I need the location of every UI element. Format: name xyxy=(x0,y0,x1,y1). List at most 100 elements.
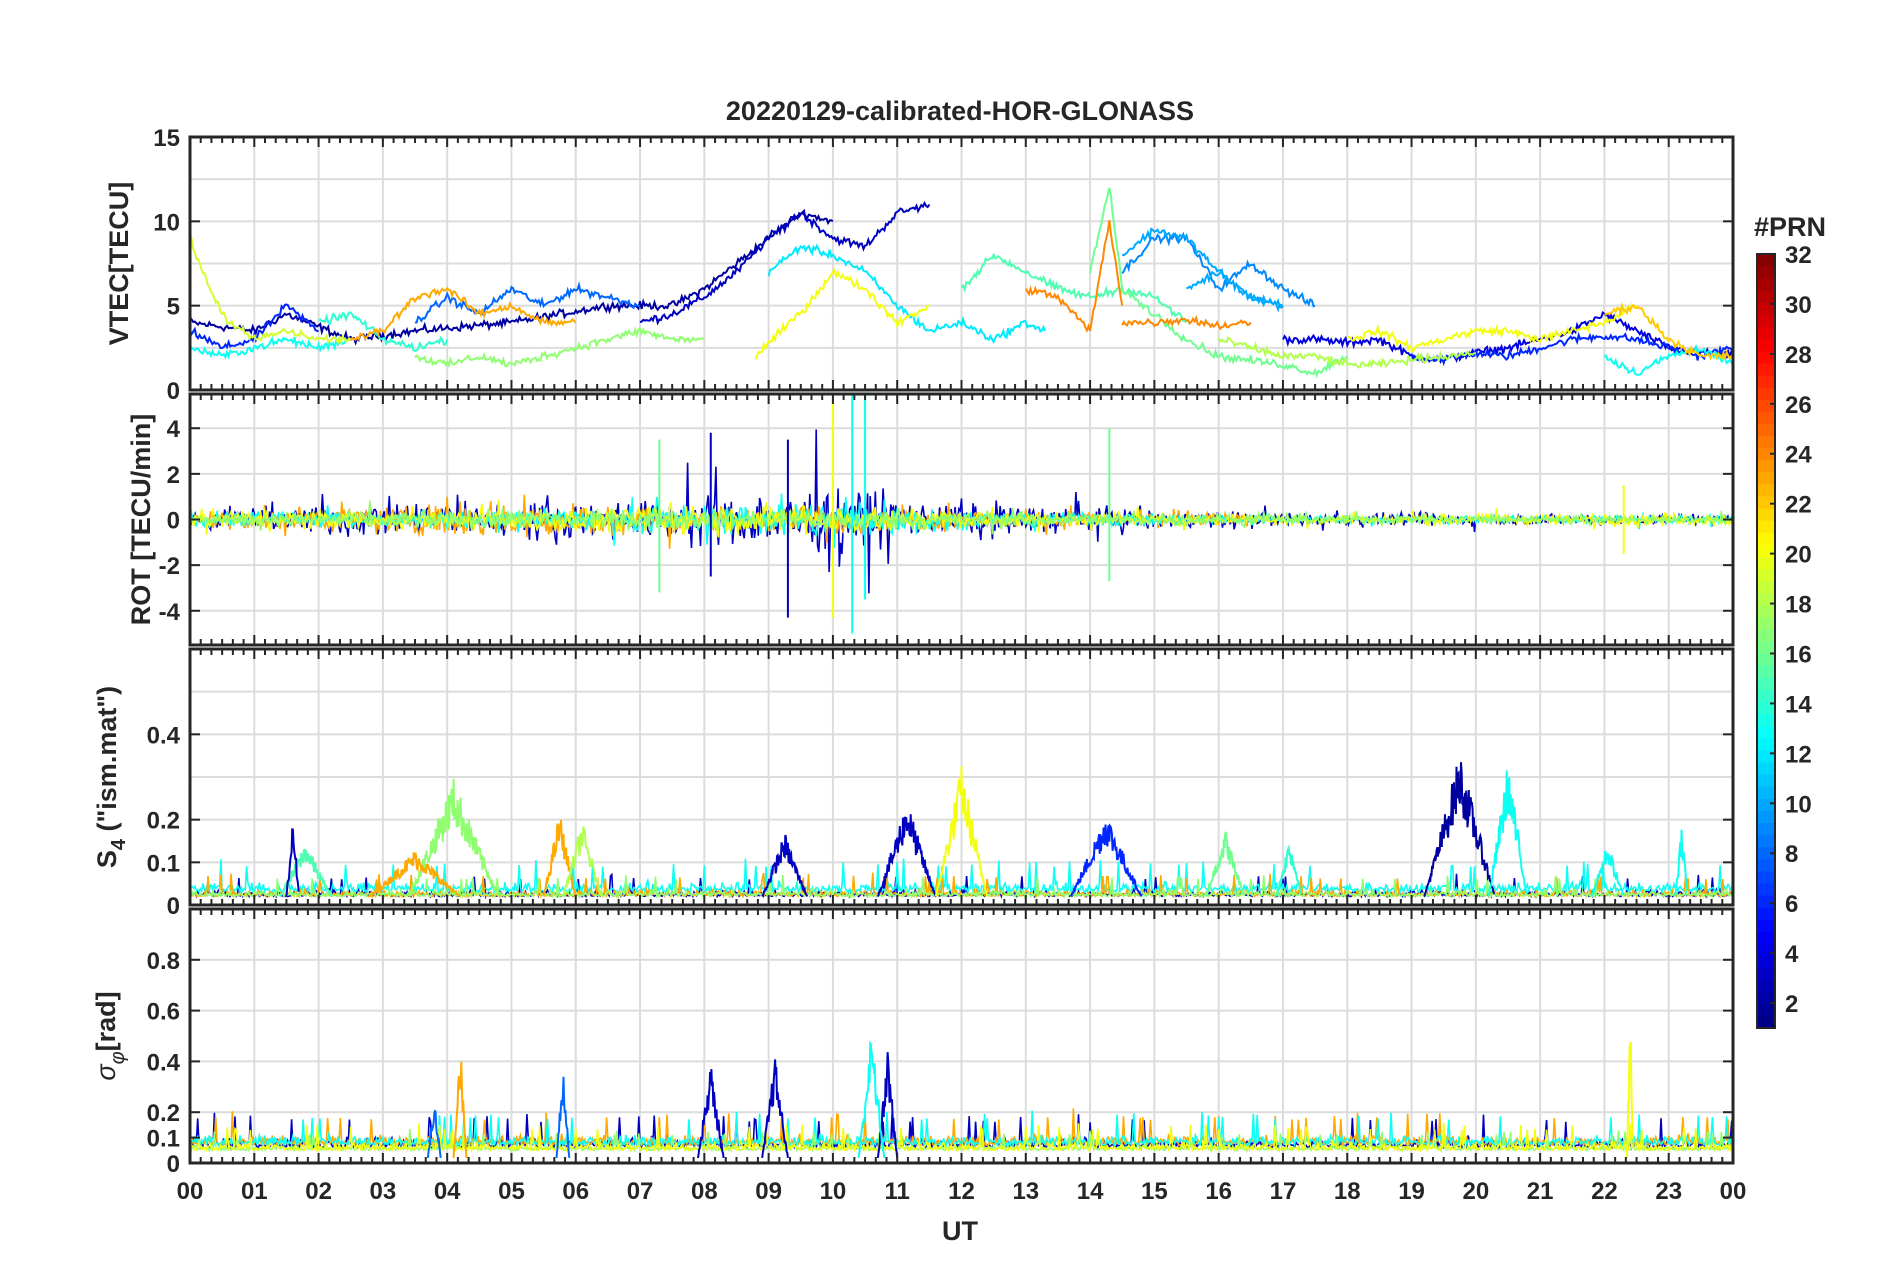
vtec-y-axis-label: VTEC[TECU] xyxy=(104,182,134,346)
rot-y-tick-label: 4 xyxy=(167,416,181,443)
colorbar-segment xyxy=(1757,302,1775,316)
colorbar-segment xyxy=(1757,665,1775,678)
colorbar-segment xyxy=(1757,798,1775,811)
colorbar-segment xyxy=(1757,399,1775,412)
colorbar-segment xyxy=(1757,459,1775,473)
colorbar-segment xyxy=(1757,374,1775,388)
colorbar-segment xyxy=(1757,411,1775,424)
rot-y-tick-label: -2 xyxy=(159,553,180,580)
colorbar-segment xyxy=(1757,435,1775,449)
s4-ylabel-rest: ("ism.mat") xyxy=(92,686,122,839)
x-tick-label: 11 xyxy=(885,1178,910,1205)
x-tick-label: 01 xyxy=(241,1178,268,1205)
x-tick-label: 05 xyxy=(498,1178,525,1205)
s4-bump-prn-13 xyxy=(1487,770,1528,897)
colorbar-segment xyxy=(1757,737,1775,751)
vtec-series-prn-24 xyxy=(1024,219,1124,333)
s4-bump-prn-3 xyxy=(877,814,937,897)
panel-vtec: 0 5 10 15 VTEC[TECU] xyxy=(104,125,1735,405)
s4-ylabel-sub: 4 xyxy=(108,838,130,850)
s4-bump-prn-2 xyxy=(1423,762,1496,897)
colorbar-tick-label: 12 xyxy=(1785,741,1812,768)
colorbar-segment xyxy=(1757,943,1775,957)
s4-bump-prn-13 xyxy=(1590,850,1625,897)
vtec-x-ticks xyxy=(189,137,1734,390)
sigma-bump-prn-3 xyxy=(696,1069,725,1159)
s4-bump-prn-3 xyxy=(285,828,300,897)
vtec-series-prn-17 xyxy=(414,325,705,368)
vtec-series-prn-4 xyxy=(1282,310,1733,364)
colorbar-segment xyxy=(1757,495,1775,509)
s4-bump-prn-13 xyxy=(1674,829,1689,897)
colorbar-segment xyxy=(1757,556,1775,570)
colorbar-segment xyxy=(1757,653,1775,666)
colorbar-segment xyxy=(1757,834,1775,848)
colorbar-segment xyxy=(1757,266,1775,279)
vtec-grid xyxy=(190,137,1733,390)
sigma-y-tick-label: 0.8 xyxy=(147,948,180,975)
colorbar-segment xyxy=(1757,749,1775,763)
colorbar-segment xyxy=(1757,725,1775,739)
s4-y-axis-label: S4 ("ism.mat") xyxy=(92,686,130,868)
sigma-bump-prn-3 xyxy=(761,1059,789,1159)
vtec-series-prn-9 xyxy=(1121,230,1316,308)
s4-y-tick-label: 0.4 xyxy=(147,722,181,749)
colorbar-tick-label: 6 xyxy=(1785,891,1798,918)
rot-x-ticks xyxy=(189,394,1734,645)
vtec-series-prn-10 xyxy=(1121,227,1284,309)
x-tick-label: 23 xyxy=(1655,1178,1682,1205)
rot-series-prn-17 xyxy=(190,500,1733,535)
colorbar-tick-label: 22 xyxy=(1785,492,1812,519)
colorbar-segment xyxy=(1757,822,1775,836)
chart-title: 20220129-calibrated-HOR-GLONASS xyxy=(726,96,1194,126)
vtec-series-prn-20 xyxy=(1347,302,1638,354)
x-tick-label: 16 xyxy=(1205,1178,1232,1205)
colorbar-segment xyxy=(1757,387,1775,400)
colorbar-segment xyxy=(1757,713,1775,727)
sigma-y-tick-label: 0 xyxy=(167,1151,180,1178)
x-tick-label: 03 xyxy=(370,1178,397,1205)
x-tick-label: 12 xyxy=(948,1178,975,1205)
vtec-series-prn-16 xyxy=(1089,187,1348,379)
colorbar-segment xyxy=(1757,761,1775,775)
colorbar-tick-label: 28 xyxy=(1785,342,1812,369)
colorbar-segment xyxy=(1757,677,1775,690)
x-tick-label: 02 xyxy=(305,1178,332,1205)
colorbar-segment xyxy=(1757,254,1775,267)
vtec-series-prn-15 xyxy=(960,252,1188,324)
sigma-bump-prn-8 xyxy=(555,1076,571,1159)
colorbar-segment xyxy=(1757,907,1775,920)
sigma-y-tick-label: 0.6 xyxy=(147,999,180,1026)
x-tick-label: 19 xyxy=(1398,1178,1425,1205)
vtec-series-prn-3 xyxy=(639,200,931,326)
x-tick-label: 15 xyxy=(1141,1178,1168,1205)
sigma-x-ticks xyxy=(189,909,1734,1163)
sigma-bump-prn-13 xyxy=(857,1040,886,1159)
s4-bump-prn-15 xyxy=(279,848,333,898)
sigma-grid xyxy=(190,909,1733,1163)
colorbar-tick-label: 10 xyxy=(1785,791,1812,818)
x-tick-label: 20 xyxy=(1462,1178,1489,1205)
colorbar-tick-label: 4 xyxy=(1785,941,1799,968)
vtec-series-prn-13 xyxy=(190,336,351,360)
vtec-y-tick-label: 15 xyxy=(153,125,180,152)
sigma-y-tick-label: 0.4 xyxy=(147,1049,181,1076)
panel-s4: 0 0.1 0.2 0.4 S4 ("ism.mat") xyxy=(92,647,1735,920)
vtec-series-prn-6 xyxy=(190,303,319,350)
s4-bump-prn-18 xyxy=(561,826,603,897)
colorbar-segment xyxy=(1757,810,1775,824)
rot-y-tick-label: 0 xyxy=(167,508,180,535)
colorbar-segment xyxy=(1757,362,1775,376)
colorbar-segment xyxy=(1757,326,1775,340)
sigma-bump-prn-23 xyxy=(452,1061,468,1158)
s4-bump-prn-14 xyxy=(1275,844,1303,897)
colorbar-segment xyxy=(1757,507,1775,521)
rot-y-tick-label: 2 xyxy=(167,462,180,489)
colorbar-segment xyxy=(1757,314,1775,328)
x-axis-label: UT xyxy=(942,1216,978,1246)
vtec-y-tick-label: 5 xyxy=(167,294,180,321)
colorbar-segment xyxy=(1757,858,1775,872)
colorbar-segment xyxy=(1757,701,1775,715)
